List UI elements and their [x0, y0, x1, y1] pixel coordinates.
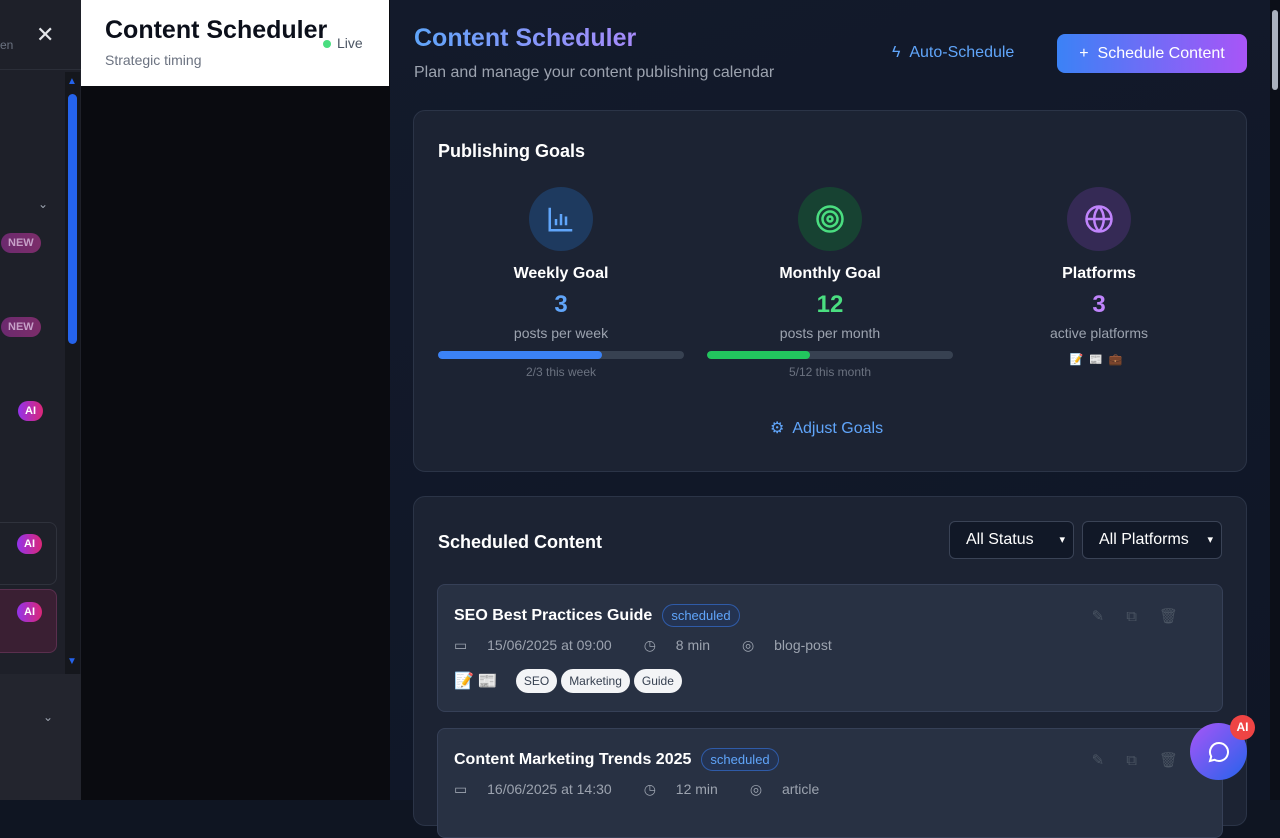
sidebar-item[interactable] [0, 522, 57, 585]
goal-label: Platforms [1062, 265, 1136, 282]
schedule-content-button[interactable]: + Schedule Content [1057, 34, 1247, 73]
sidebar-header: en ✕ [0, 0, 81, 70]
gear-icon: ⚙ [770, 420, 785, 437]
memo-icon: 📝 [1069, 354, 1090, 366]
lightning-icon: ϟ [892, 44, 901, 61]
new-badge: NEW [1, 233, 41, 253]
monthly-progress-bar [707, 351, 953, 359]
chevron-down-icon[interactable]: ⌄ [38, 197, 49, 211]
content-item[interactable]: SEO Best Practices Guide scheduled ▭ 15/0… [437, 584, 1223, 712]
sidebar-scrollbar-thumb[interactable] [68, 94, 77, 344]
sidebar-text-fragment: en [0, 38, 14, 52]
plus-icon: + [1079, 45, 1089, 62]
main-content: Content Scheduler Plan and manage your c… [390, 0, 1270, 838]
scroll-up-arrow-icon[interactable]: ▲ [67, 76, 77, 87]
scroll-down-arrow-icon[interactable]: ▼ [67, 656, 77, 667]
panel-header: Content Scheduler Live Strategic timing [81, 0, 389, 86]
status-filter-select[interactable]: All Status ▾ [949, 521, 1074, 559]
goal-value: 12 [816, 291, 844, 318]
ai-badge: AI [17, 534, 42, 554]
scheduled-content-card: Scheduled Content All Status ▾ All Platfo… [413, 496, 1247, 838]
chat-bubble-icon [1208, 741, 1229, 762]
sidebar: en ✕ ⌄ NEW NEW AI AI AI ▲ ▼ ⌄ [0, 0, 81, 800]
globe-icon [1067, 187, 1131, 251]
edit-icon[interactable]: ✎ [1091, 752, 1127, 769]
auto-schedule-button[interactable]: ϟ Auto-Schedule [892, 44, 1015, 61]
goal-value: 3 [1092, 291, 1106, 318]
page-subtitle: Plan and manage your content publishing … [414, 64, 775, 81]
newspaper-icon: 📰 [477, 673, 498, 690]
live-status: Live [323, 35, 363, 51]
content-title: Content Marketing Trends 2025 [454, 751, 692, 768]
adjust-goals-button[interactable]: ⚙ Adjust Goals [770, 420, 884, 437]
goal-unit: posts per month [779, 325, 881, 341]
live-dot-icon [323, 40, 331, 49]
chevron-down-icon: ▾ [1207, 534, 1213, 546]
calendar-icon: ▭ [454, 781, 468, 797]
goal-value: 3 [554, 291, 568, 318]
platform-icons: 📝📰💼 [976, 353, 1222, 366]
content-meta: ▭ 15/06/2025 at 09:00 ◷ 8 min ◎ blog-post [454, 637, 832, 653]
calendar-icon: ▭ [454, 637, 468, 653]
goal-label: Monthly Goal [779, 265, 881, 282]
goal-progress-text: 2/3 this week [525, 365, 597, 379]
memo-icon: 📝 [454, 673, 474, 690]
page-scrollbar[interactable] [1270, 0, 1280, 800]
content-meta: ▭ 16/06/2025 at 14:30 ◷ 12 min ◎ article [454, 781, 820, 797]
bar-chart-icon [529, 187, 593, 251]
chat-ai-badge: AI [1230, 715, 1255, 740]
page-title: Content Scheduler [414, 24, 637, 52]
content-title: SEO Best Practices Guide [454, 607, 653, 624]
preview-panel: Content Scheduler Live Strategic timing [81, 0, 390, 800]
target-icon: ◎ [742, 637, 755, 653]
goal-unit: active platforms [1049, 325, 1149, 341]
new-badge: NEW [1, 317, 41, 337]
tag: Guide [633, 669, 682, 693]
tag: SEO [515, 669, 558, 693]
trash-icon[interactable]: 🗑 [1158, 608, 1200, 625]
platform-filter-select[interactable]: All Platforms ▾ [1082, 521, 1222, 559]
monthly-goal: Monthly Goal 12 posts per month 5/12 thi… [707, 187, 953, 379]
target-icon: ◎ [749, 781, 763, 797]
goal-progress-text: 5/12 this month [788, 365, 872, 379]
weekly-goal: Weekly Goal 3 posts per week 2/3 this we… [438, 187, 684, 379]
briefcase-icon: 💼 [1108, 354, 1129, 366]
copy-icon[interactable]: ⧉ [1126, 608, 1159, 625]
publishing-goals-card: Publishing Goals Weekly Goal 3 posts per… [413, 110, 1247, 472]
target-icon [798, 187, 862, 251]
ai-badge: AI [18, 401, 43, 421]
page-scrollbar-thumb[interactable] [1272, 10, 1278, 90]
weekly-progress-bar [438, 351, 684, 359]
trash-icon[interactable]: 🗑 [1158, 752, 1200, 769]
chevron-down-icon: ▾ [1059, 534, 1065, 546]
platforms-goal: Platforms 3 active platforms 📝📰💼 [976, 187, 1222, 366]
sidebar-footer: ⌄ [0, 674, 81, 800]
clock-icon: ◷ [643, 781, 656, 797]
content-tags: 📝 📰 SEO Marketing Guide [454, 669, 682, 693]
status-badge: scheduled [701, 748, 779, 771]
content-item[interactable]: Content Marketing Trends 2025 scheduled ▭… [437, 728, 1223, 838]
tag: Marketing [561, 669, 630, 693]
panel-subtitle: Strategic timing [105, 52, 202, 68]
close-icon[interactable]: ✕ [36, 22, 55, 47]
goal-unit: posts per week [513, 325, 609, 341]
section-title: Scheduled Content [438, 532, 603, 552]
goal-label: Weekly Goal [513, 265, 609, 282]
ai-badge: AI [17, 602, 42, 622]
edit-icon[interactable]: ✎ [1091, 608, 1127, 625]
section-title: Publishing Goals [438, 141, 586, 161]
status-badge: scheduled [662, 604, 740, 627]
chevron-down-icon[interactable]: ⌄ [43, 710, 54, 724]
copy-icon[interactable]: ⧉ [1126, 752, 1159, 769]
clock-icon: ◷ [643, 637, 656, 653]
newspaper-icon: 📰 [1089, 354, 1109, 366]
panel-title: Content Scheduler [105, 16, 328, 44]
